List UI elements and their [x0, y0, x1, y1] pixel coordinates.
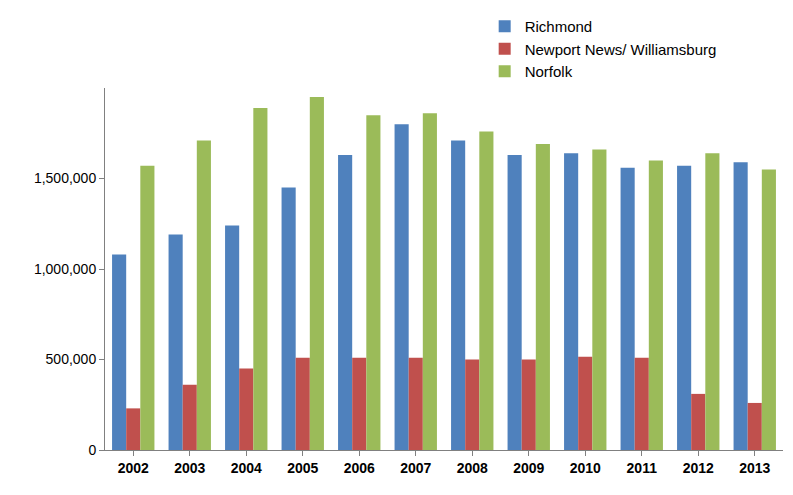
svg-text:Richmond: Richmond	[525, 18, 593, 35]
svg-text:Newport News/ Williamsburg: Newport News/ Williamsburg	[525, 41, 717, 58]
svg-text:2004: 2004	[231, 460, 262, 476]
svg-text:2003: 2003	[174, 460, 205, 476]
svg-text:500,000: 500,000	[46, 351, 97, 367]
svg-text:2013: 2013	[739, 460, 770, 476]
svg-text:2005: 2005	[287, 460, 318, 476]
svg-text:0: 0	[88, 442, 96, 458]
svg-text:1,500,000: 1,500,000	[34, 170, 96, 186]
svg-text:2007: 2007	[400, 460, 431, 476]
svg-text:2009: 2009	[513, 460, 544, 476]
svg-text:Norfolk: Norfolk	[525, 63, 573, 80]
svg-text:2002: 2002	[118, 460, 149, 476]
svg-text:2006: 2006	[344, 460, 375, 476]
svg-text:2008: 2008	[457, 460, 488, 476]
svg-text:2010: 2010	[570, 460, 601, 476]
svg-text:2012: 2012	[683, 460, 714, 476]
svg-text:1,000,000: 1,000,000	[34, 261, 96, 277]
svg-text:2011: 2011	[627, 460, 658, 476]
